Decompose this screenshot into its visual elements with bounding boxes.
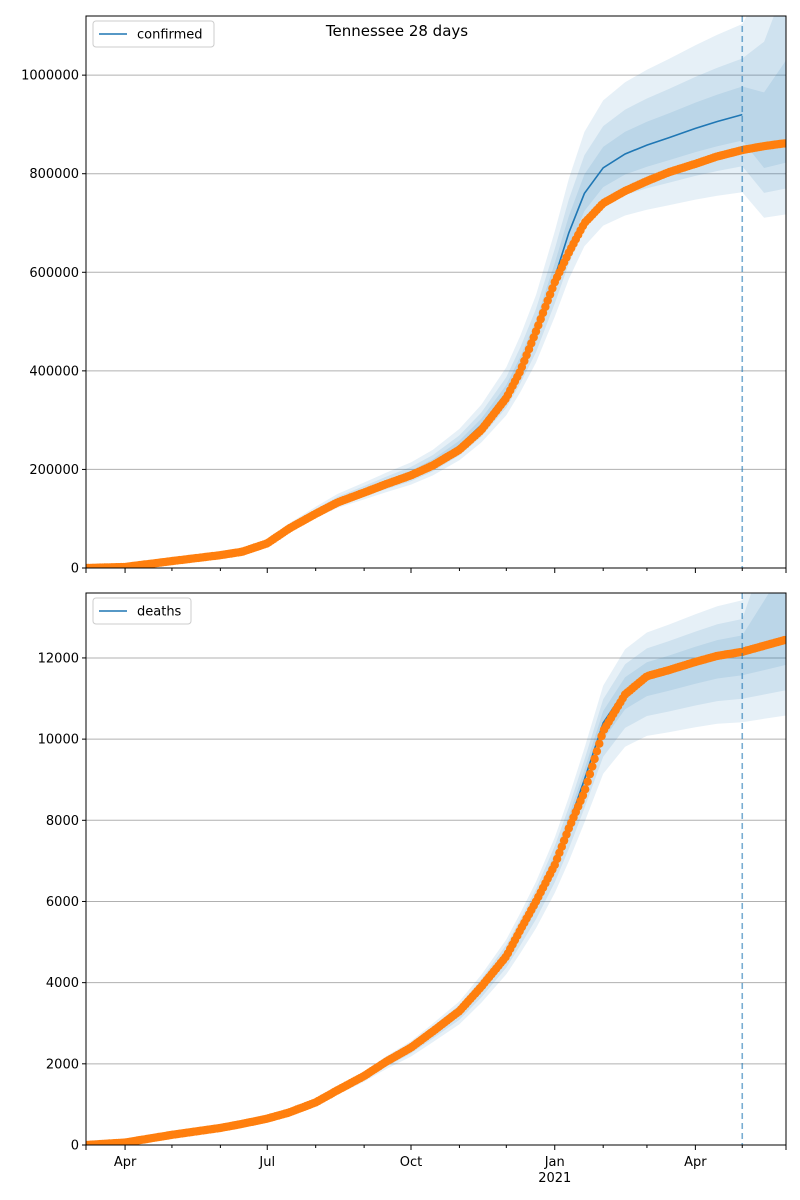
- legend: deaths: [92, 597, 192, 625]
- y-tick-label: 0: [71, 562, 79, 577]
- x-axis-labels: Apr Jul Oct Jan Apr 2021: [114, 1155, 707, 1186]
- observed-point: [583, 777, 592, 786]
- y-tick-label: 12000: [38, 651, 79, 666]
- observed-point: [597, 731, 606, 741]
- y-tick-label: 200000: [29, 463, 79, 478]
- y-tick-label: 6000: [46, 895, 79, 910]
- chart-title: Tennessee 28 days: [325, 22, 468, 40]
- y-tick-label: 400000: [29, 364, 79, 379]
- confidence-band: [86, 16, 786, 568]
- observed-point: [780, 635, 786, 645]
- observed-point: [590, 754, 599, 764]
- x-tick-label: Apr: [684, 1155, 707, 1170]
- legend-box: [92, 597, 192, 625]
- y-tick-label: 4000: [46, 976, 79, 991]
- observed-point: [585, 769, 595, 779]
- deaths-panel: 0 2000 4000 6000 8000 10000 12000 deaths: [38, 592, 787, 1154]
- y-tick-label: 0: [71, 1139, 79, 1154]
- observed-point: [780, 139, 786, 148]
- x-tick-label: Apr: [114, 1155, 137, 1170]
- y-tick-label: 10000: [38, 733, 79, 748]
- confidence-band: [86, 593, 786, 1145]
- y-tick-label: 8000: [46, 814, 79, 829]
- confidence-band: [86, 593, 786, 1145]
- observed-point: [588, 762, 597, 771]
- confidence-band: [86, 60, 786, 568]
- x-year-label: 2021: [538, 1171, 571, 1186]
- y-tick-label: 1000000: [21, 69, 79, 84]
- observed-point: [595, 739, 604, 748]
- x-tick-label: Jul: [258, 1155, 275, 1170]
- axes-frame: [85, 15, 787, 569]
- observed-point: [592, 747, 602, 756]
- axes-frame: [85, 592, 787, 1146]
- plot-area: [86, 16, 786, 568]
- x-tick-label: Jan: [544, 1155, 565, 1170]
- y-tick-label: 800000: [29, 167, 79, 182]
- confidence-band: [86, 16, 786, 568]
- observed-point: [581, 785, 590, 794]
- y-tick-label: 600000: [29, 266, 79, 281]
- legend-label: confirmed: [137, 28, 203, 43]
- y-tick-label: 2000: [46, 1057, 79, 1072]
- confirmed-panel: 0 200000 400000 600000 800000 1000000 confirme…: [21, 15, 787, 577]
- legend: confirmed: [92, 20, 215, 48]
- plot-area: [86, 593, 786, 1145]
- confidence-band: [86, 593, 786, 1145]
- legend-box: [92, 20, 215, 48]
- legend-label: deaths: [137, 605, 182, 620]
- x-tick-label: Oct: [400, 1155, 422, 1170]
